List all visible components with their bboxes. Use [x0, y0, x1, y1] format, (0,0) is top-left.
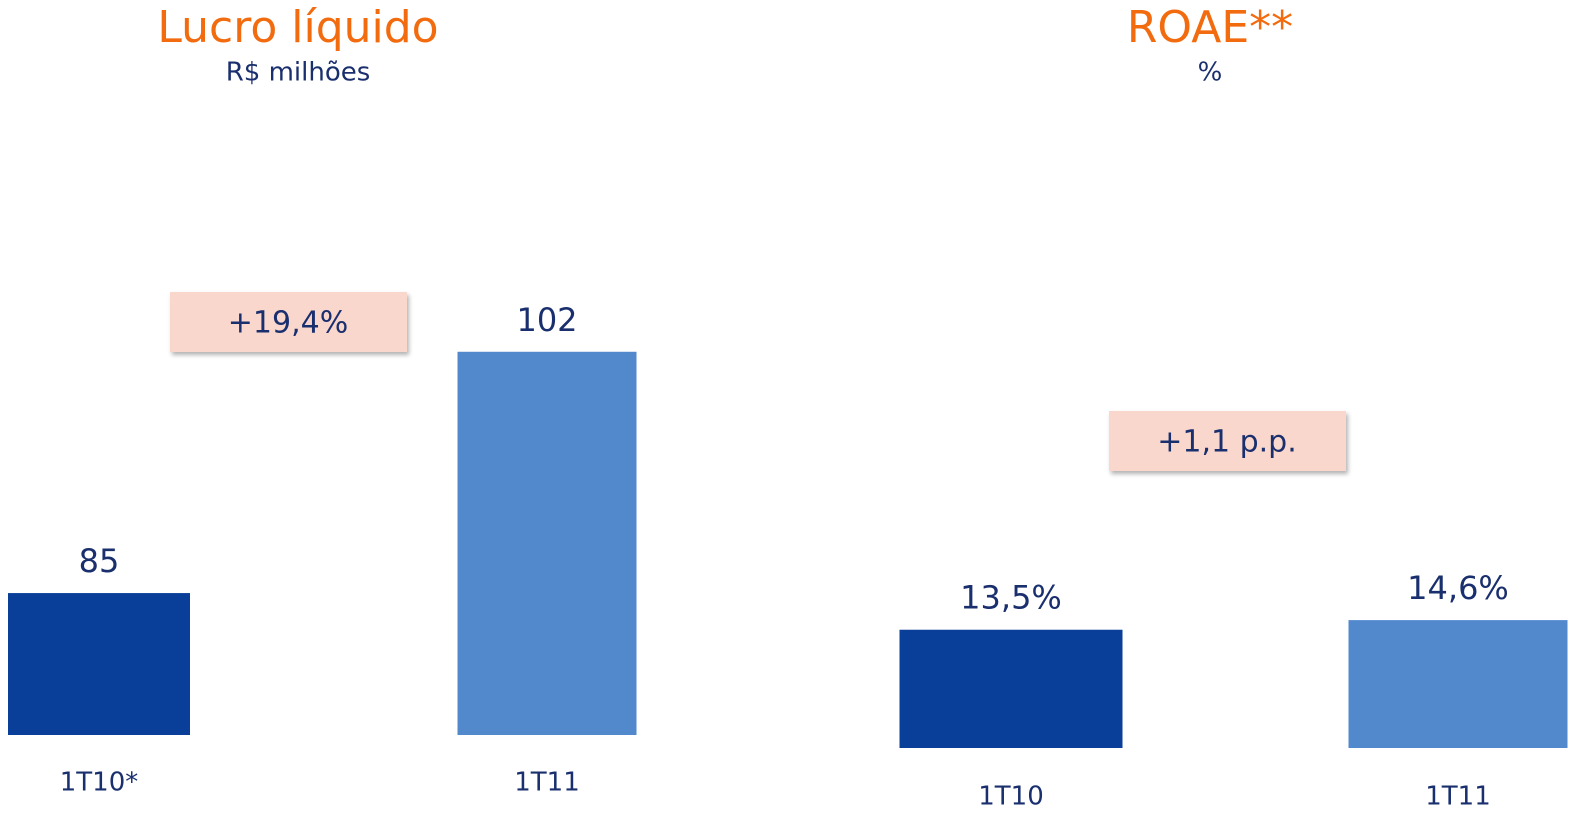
bar — [899, 629, 1123, 748]
bar — [8, 593, 190, 735]
annotation-box — [170, 292, 407, 352]
x-tick-label: 1T11 — [514, 768, 580, 798]
bar — [457, 351, 637, 735]
value-label: 14,6% — [1407, 569, 1509, 607]
chart-subtitle: % — [1198, 58, 1223, 88]
annotation: +1,1 p.p. — [1157, 425, 1297, 460]
x-tick-label: 1T10 — [978, 782, 1044, 812]
value-label: 102 — [516, 301, 577, 339]
x-tick-label: 1T10* — [60, 768, 139, 798]
chart-title: ROAE** — [1127, 2, 1293, 53]
annotation-box — [1109, 411, 1346, 471]
annotation: +19,4% — [228, 306, 348, 341]
bar — [1348, 620, 1568, 748]
x-tick-label: 1T11 — [1425, 782, 1491, 812]
chart-subtitle: R$ milhões — [226, 58, 371, 88]
value-label: 13,5% — [960, 579, 1062, 617]
chart-title: Lucro líquido — [157, 2, 438, 53]
value-label: 85 — [79, 542, 120, 580]
